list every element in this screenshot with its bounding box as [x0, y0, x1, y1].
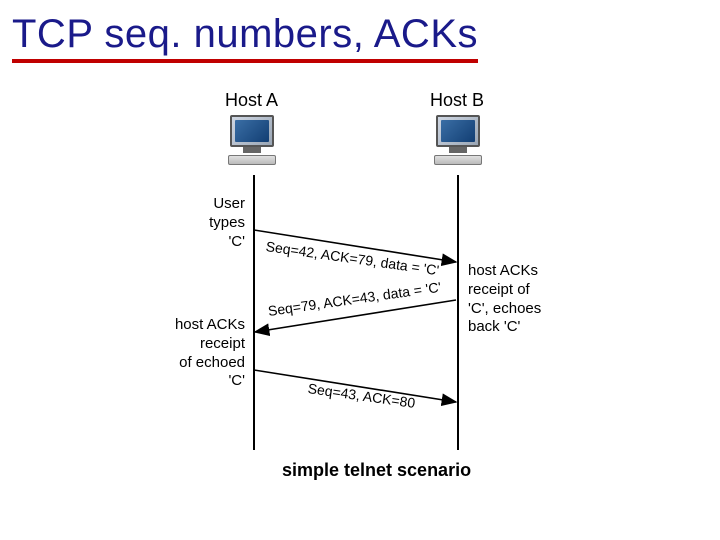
note-line: back 'C'	[468, 318, 520, 335]
timeline-host-a	[253, 175, 255, 450]
note-host-a-acks: host ACKs receipt of echoed 'C'	[175, 316, 245, 391]
note-line: receipt	[200, 335, 245, 352]
note-line: types	[209, 214, 245, 231]
host-a-computer-icon	[222, 115, 282, 170]
note-line: receipt of	[468, 281, 530, 298]
note-user-types: User types 'C'	[209, 195, 245, 251]
note-line: host ACKs	[175, 316, 245, 333]
note-line: User	[213, 195, 245, 212]
note-host-b-acks: host ACKs receipt of 'C', echoes back 'C…	[468, 262, 541, 337]
arrows-layer	[0, 0, 720, 540]
note-line: of echoed	[179, 354, 245, 371]
timeline-host-b	[457, 175, 459, 450]
host-a-label: Host A	[225, 90, 278, 111]
note-line: 'C', echoes	[468, 300, 541, 317]
message-1-label: Seq=42, ACK=79, data = 'C'	[265, 238, 440, 278]
note-line: 'C'	[228, 372, 245, 389]
note-line: host ACKs	[468, 262, 538, 279]
host-b-computer-icon	[428, 115, 488, 170]
host-b-label: Host B	[430, 90, 484, 111]
message-3-label: Seq=43, ACK=80	[307, 380, 416, 411]
message-2-label: Seq=79, ACK=43, data = 'C'	[267, 279, 442, 319]
caption: simple telnet scenario	[282, 460, 471, 481]
slide-title: TCP seq. numbers, ACKs	[12, 12, 478, 63]
note-line: 'C'	[228, 233, 245, 250]
